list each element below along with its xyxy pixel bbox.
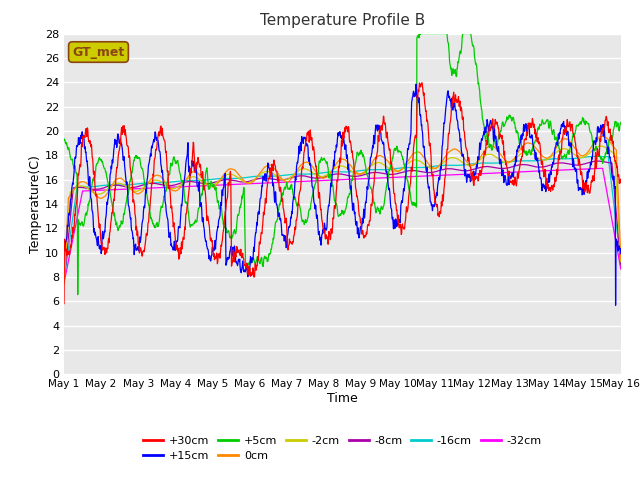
X-axis label: Time: Time <box>327 392 358 405</box>
Title: Temperature Profile B: Temperature Profile B <box>260 13 425 28</box>
Y-axis label: Temperature(C): Temperature(C) <box>29 155 42 253</box>
Text: GT_met: GT_met <box>72 46 125 59</box>
Legend: +30cm, +15cm, +5cm, 0cm, -2cm, -8cm, -16cm, -32cm: +30cm, +15cm, +5cm, 0cm, -2cm, -8cm, -16… <box>139 431 546 466</box>
